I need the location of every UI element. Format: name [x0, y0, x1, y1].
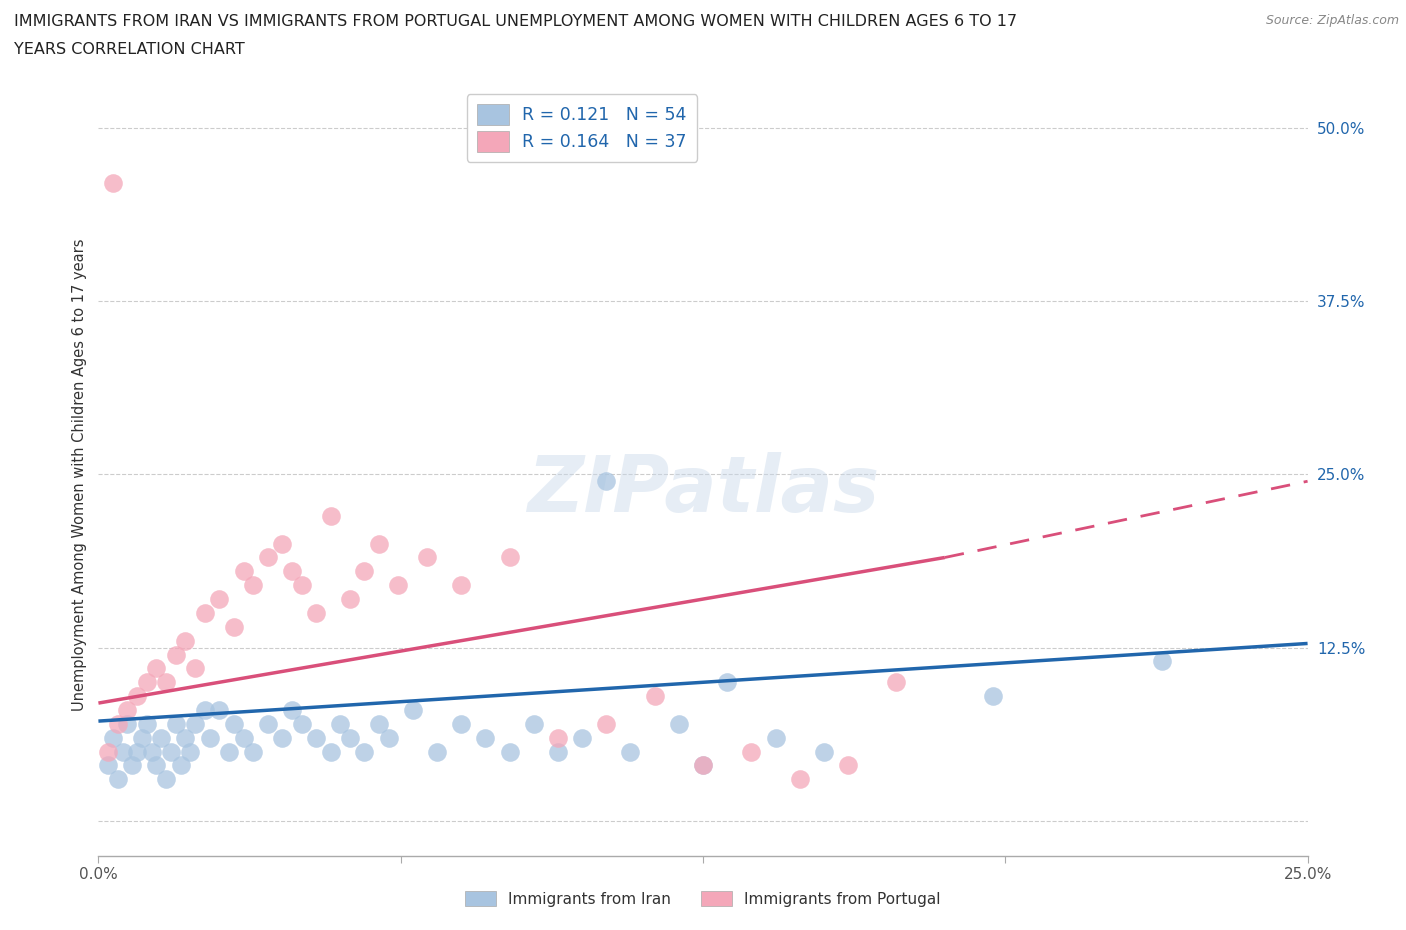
Point [668, 716, 690, 731]
Point [169, 758, 191, 773]
Point [218, 744, 240, 759]
Point [222, 716, 245, 731]
Point [416, 550, 439, 565]
Point [1152, 654, 1174, 669]
Point [498, 744, 520, 759]
Legend: Immigrants from Iran, Immigrants from Portugal: Immigrants from Iran, Immigrants from Po… [460, 884, 946, 912]
Point [127, 744, 149, 759]
Point [319, 744, 342, 759]
Point [242, 744, 264, 759]
Point [290, 578, 312, 592]
Point [813, 744, 835, 759]
Point [319, 509, 342, 524]
Point [184, 716, 207, 731]
Point [256, 550, 278, 565]
Point [271, 537, 294, 551]
Point [135, 675, 157, 690]
Point [644, 689, 666, 704]
Point [141, 744, 163, 759]
Point [426, 744, 449, 759]
Point [450, 578, 472, 592]
Point [194, 702, 217, 717]
Point [595, 473, 617, 488]
Text: ZIPatlas: ZIPatlas [527, 452, 879, 527]
Point [716, 675, 738, 690]
Point [339, 730, 361, 745]
Point [886, 675, 908, 690]
Point [232, 730, 254, 745]
Point [474, 730, 496, 745]
Point [329, 716, 352, 731]
Text: YEARS CORRELATION CHART: YEARS CORRELATION CHART [14, 42, 245, 57]
Point [179, 744, 201, 759]
Point [232, 564, 254, 578]
Point [208, 702, 231, 717]
Point [194, 605, 217, 620]
Point [547, 730, 569, 745]
Point [256, 716, 278, 731]
Point [150, 730, 173, 745]
Point [271, 730, 294, 745]
Point [305, 730, 328, 745]
Point [165, 647, 187, 662]
Point [387, 578, 409, 592]
Text: IMMIGRANTS FROM IRAN VS IMMIGRANTS FROM PORTUGAL UNEMPLOYMENT AMONG WOMEN WITH C: IMMIGRANTS FROM IRAN VS IMMIGRANTS FROM … [14, 14, 1017, 29]
Point [619, 744, 641, 759]
Point [305, 605, 328, 620]
Point [160, 744, 183, 759]
Point [127, 689, 149, 704]
Point [155, 772, 177, 787]
Point [165, 716, 187, 731]
Point [595, 716, 617, 731]
Point [740, 744, 762, 759]
Point [222, 619, 245, 634]
Point [368, 716, 391, 731]
Point [353, 564, 375, 578]
Point [281, 564, 304, 578]
Point [145, 661, 167, 676]
Point [174, 633, 197, 648]
Point [377, 730, 399, 745]
Point [368, 537, 391, 551]
Point [837, 758, 859, 773]
Point [155, 675, 177, 690]
Point [571, 730, 593, 745]
Point [339, 591, 361, 606]
Point [981, 689, 1004, 704]
Point [145, 758, 167, 773]
Point [547, 744, 569, 759]
Point [174, 730, 197, 745]
Point [107, 772, 129, 787]
Point [523, 716, 546, 731]
Point [498, 550, 520, 565]
Point [117, 716, 139, 731]
Point [135, 716, 157, 731]
Point [242, 578, 264, 592]
Point [107, 716, 129, 731]
Point [131, 730, 153, 745]
Point [789, 772, 811, 787]
Point [450, 716, 472, 731]
Point [101, 176, 124, 191]
Point [402, 702, 425, 717]
Text: Source: ZipAtlas.com: Source: ZipAtlas.com [1265, 14, 1399, 27]
Point [101, 730, 124, 745]
Point [765, 730, 787, 745]
Point [198, 730, 221, 745]
Point [117, 702, 139, 717]
Point [353, 744, 375, 759]
Point [97, 758, 120, 773]
Point [184, 661, 207, 676]
Point [111, 744, 134, 759]
Point [692, 758, 714, 773]
Point [290, 716, 312, 731]
Point [208, 591, 231, 606]
Point [97, 744, 120, 759]
Point [692, 758, 714, 773]
Point [281, 702, 304, 717]
Y-axis label: Unemployment Among Women with Children Ages 6 to 17 years: Unemployment Among Women with Children A… [72, 238, 87, 711]
Point [121, 758, 143, 773]
